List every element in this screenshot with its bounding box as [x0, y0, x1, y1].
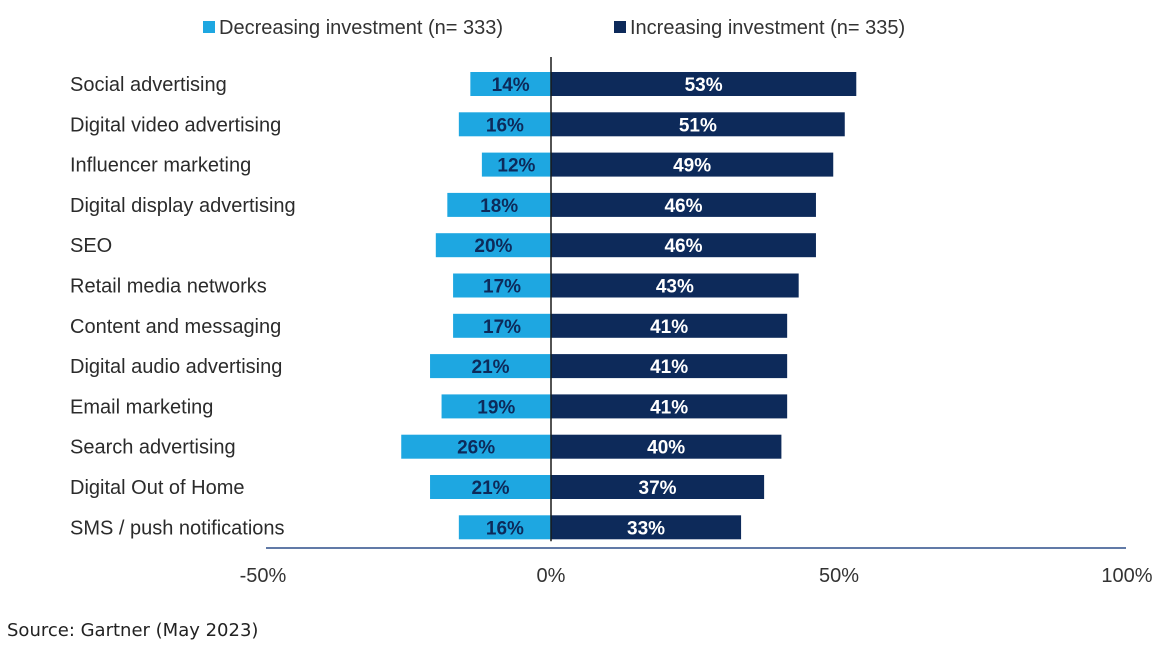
category-labels: Social advertising Digital video advertis…	[70, 74, 296, 539]
data-label-decreasing: 26%	[457, 438, 495, 459]
data-label-decreasing: 19%	[477, 397, 515, 418]
data-label-decreasing: 21%	[472, 357, 510, 378]
legend-swatch-increasing	[614, 21, 626, 33]
bar-decreasing	[430, 475, 551, 499]
bar-decreasing	[447, 192, 551, 217]
x-tick-label: 0%	[537, 565, 566, 587]
diverging-bar-chart: Decreasing investment (n= 333) Increasing…	[70, 17, 1153, 587]
bar-decreasing	[470, 72, 551, 96]
category-label: Social advertising	[70, 74, 227, 96]
bar-increasing	[551, 112, 845, 137]
data-label-increasing: 49%	[673, 156, 711, 177]
bar-decreasing	[458, 515, 551, 540]
legend-label-decreasing: Decreasing investment (n= 333)	[219, 17, 503, 39]
bar-increasing	[551, 394, 788, 419]
data-label-increasing: 43%	[656, 277, 694, 298]
bar-decreasing	[453, 313, 551, 338]
category-label: Content and messaging	[70, 316, 281, 338]
category-label: SMS / push notifications	[70, 517, 285, 539]
bar-increasing	[551, 273, 799, 298]
category-label: Digital display advertising	[70, 195, 296, 217]
x-tick-label: 100%	[1101, 565, 1152, 587]
x-axis: -50% 0% 50% 100%	[240, 57, 1153, 587]
category-label: Email marketing	[70, 396, 213, 418]
bar-increasing	[551, 475, 765, 499]
bar-increasing	[551, 354, 788, 379]
data-label-increasing: 46%	[664, 236, 702, 257]
data-label-decreasing: 14%	[492, 75, 530, 96]
bar-increasing	[551, 313, 788, 338]
data-label-decreasing: 17%	[483, 317, 521, 338]
data-label-decreasing: 18%	[480, 196, 518, 217]
x-tick-label: 50%	[819, 565, 859, 587]
x-tick-label: -50%	[240, 565, 287, 587]
data-label-increasing: 46%	[664, 196, 702, 217]
category-label: Retail media networks	[70, 276, 267, 298]
category-label: Digital video advertising	[70, 114, 281, 136]
category-label: Digital Out of Home	[70, 477, 245, 499]
legend-label-increasing: Increasing investment (n= 335)	[630, 17, 905, 39]
bar-decreasing	[435, 233, 551, 258]
category-label: Search advertising	[70, 437, 236, 459]
bars: 14% 53% 16% 51% 12% 49% 18% 46% 20% 46% 17% 43% 17% 4…	[401, 72, 857, 540]
source-note: Source: Gartner (May 2023)	[7, 620, 259, 641]
data-label-decreasing: 16%	[486, 518, 524, 539]
bar-decreasing	[458, 112, 551, 137]
bar-decreasing	[441, 394, 551, 419]
data-label-increasing: 51%	[679, 115, 717, 136]
data-label-decreasing: 12%	[497, 156, 535, 177]
data-label-increasing: 40%	[647, 438, 685, 459]
bar-increasing	[551, 72, 857, 96]
data-label-increasing: 41%	[650, 397, 688, 418]
bar-increasing	[551, 192, 816, 217]
data-label-decreasing: 21%	[472, 478, 510, 499]
data-label-increasing: 37%	[639, 478, 677, 499]
bar-decreasing	[401, 434, 551, 459]
bar-increasing	[551, 233, 816, 258]
category-label: Influencer marketing	[70, 155, 251, 177]
bar-decreasing	[430, 354, 551, 379]
category-label: SEO	[70, 235, 112, 257]
data-label-decreasing: 17%	[483, 277, 521, 298]
bar-increasing	[551, 152, 834, 177]
data-label-increasing: 41%	[650, 357, 688, 378]
category-label: Digital audio advertising	[70, 356, 282, 378]
bar-decreasing	[453, 273, 551, 298]
bar-decreasing	[481, 152, 551, 177]
bar-increasing	[551, 515, 742, 540]
bar-increasing	[551, 434, 782, 459]
data-label-increasing: 33%	[627, 518, 665, 539]
data-label-increasing: 53%	[685, 75, 723, 96]
data-label-increasing: 41%	[650, 317, 688, 338]
chart-legend: Decreasing investment (n= 333) Increasing…	[203, 17, 905, 39]
data-label-decreasing: 20%	[474, 236, 512, 257]
data-label-decreasing: 16%	[486, 115, 524, 136]
legend-swatch-decreasing	[203, 21, 215, 33]
